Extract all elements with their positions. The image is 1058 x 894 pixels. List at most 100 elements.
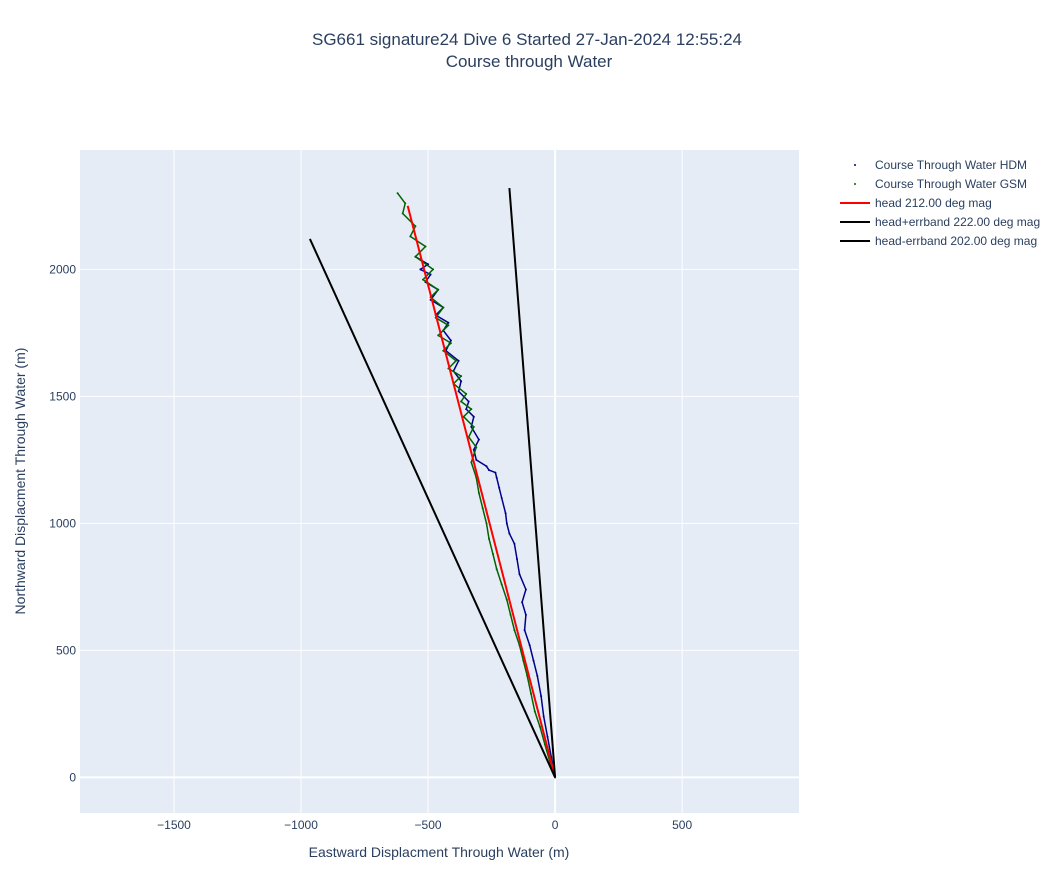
legend-label: Course Through Water GSM bbox=[875, 177, 1027, 191]
series-point bbox=[409, 235, 412, 238]
y-tick-label: 1500 bbox=[49, 389, 76, 403]
series-point bbox=[513, 629, 516, 632]
series-point bbox=[414, 255, 417, 258]
series-point bbox=[491, 552, 494, 555]
y-tick-label: 0 bbox=[69, 770, 76, 784]
series-point bbox=[505, 522, 508, 525]
x-tick-label: −1000 bbox=[284, 818, 318, 832]
series-point bbox=[470, 425, 473, 428]
series-point bbox=[465, 408, 468, 411]
legend[interactable]: Course Through Water HDM Course Through W… bbox=[840, 158, 1040, 248]
legend-item[interactable]: head+errband 222.00 deg mag bbox=[840, 215, 1040, 229]
series-point bbox=[460, 400, 463, 403]
series-point bbox=[472, 425, 475, 428]
series-head-212-00-deg-mag bbox=[406, 205, 557, 778]
series-point bbox=[538, 725, 541, 728]
series-point bbox=[505, 598, 508, 601]
series-point bbox=[528, 644, 531, 647]
tick-labels: −1500 −1000 −500 0 500 0 500 1000 1500 2000 bbox=[49, 262, 692, 832]
series-point bbox=[504, 512, 507, 515]
series-point bbox=[522, 659, 525, 662]
y-tick-label: 500 bbox=[56, 643, 76, 657]
series-point bbox=[470, 408, 473, 411]
series-point bbox=[442, 306, 445, 309]
series-point bbox=[495, 568, 498, 571]
legend-label: head+errband 222.00 deg mag bbox=[875, 215, 1040, 229]
series-point bbox=[524, 613, 527, 616]
legend-label: head 212.00 deg mag bbox=[875, 196, 992, 210]
series-point bbox=[437, 334, 440, 337]
series-point bbox=[465, 392, 468, 395]
series-point bbox=[518, 573, 521, 576]
series-point bbox=[540, 695, 543, 698]
series-point bbox=[477, 491, 480, 494]
x-tick-label: 0 bbox=[552, 818, 559, 832]
series-point bbox=[488, 537, 490, 540]
series-point bbox=[460, 375, 463, 378]
series-point bbox=[542, 715, 545, 718]
series-point bbox=[449, 342, 452, 345]
x-tick-label: −500 bbox=[415, 818, 442, 832]
series-point bbox=[447, 324, 450, 327]
legend-item[interactable]: head-errband 202.00 deg mag bbox=[840, 234, 1037, 248]
series-point bbox=[536, 674, 539, 677]
series-point bbox=[475, 446, 478, 449]
series-line-head-errband-202-00-deg-mag bbox=[508, 188, 557, 778]
series-point bbox=[475, 458, 478, 461]
series-point bbox=[432, 268, 435, 271]
series-point bbox=[419, 268, 422, 271]
series-point bbox=[513, 542, 516, 545]
series-line-head-errband-222-00-deg-mag bbox=[308, 238, 557, 778]
series-point bbox=[495, 476, 498, 479]
series-point bbox=[447, 321, 450, 324]
series-head-errband-202-00-deg-mag bbox=[508, 188, 557, 778]
y-axis-title: Northward Displacment Through Water (m) bbox=[12, 348, 28, 615]
series-point bbox=[500, 497, 503, 499]
series-point bbox=[485, 465, 488, 468]
series-point bbox=[508, 532, 511, 535]
series-point bbox=[460, 380, 463, 383]
series-point bbox=[467, 400, 470, 403]
series-point bbox=[457, 359, 460, 362]
series-point bbox=[477, 438, 480, 441]
x-tick-label: −1500 bbox=[157, 818, 191, 832]
legend-item[interactable]: head 212.00 deg mag bbox=[840, 196, 992, 210]
series-point bbox=[500, 583, 503, 586]
series-point bbox=[521, 601, 524, 604]
legend-item[interactable]: Course Through Water HDM bbox=[854, 158, 1027, 172]
series-point bbox=[429, 273, 432, 276]
x-axis-title: Eastward Displacment Through Water (m) bbox=[309, 844, 570, 860]
zero-lines bbox=[80, 150, 799, 813]
series-point bbox=[523, 629, 526, 632]
series-point bbox=[524, 588, 527, 591]
series-point bbox=[442, 349, 445, 352]
series-point bbox=[481, 507, 484, 510]
series-point bbox=[494, 471, 497, 474]
y-tick-label: 1000 bbox=[49, 516, 76, 530]
series-point bbox=[437, 288, 440, 291]
series-point bbox=[526, 674, 529, 677]
series-point bbox=[422, 278, 424, 281]
series-point bbox=[457, 390, 460, 393]
series-head-errband-222-00-deg-mag bbox=[308, 238, 557, 778]
series-point bbox=[472, 448, 475, 451]
data-series bbox=[308, 188, 557, 779]
series-point bbox=[498, 486, 501, 489]
series-trace-course-through-water-hdm bbox=[415, 256, 556, 778]
y-tick-label: 2000 bbox=[49, 262, 76, 276]
chart-title-line-1: SG661 signature24 Dive 6 Started 27-Jan-… bbox=[312, 30, 742, 49]
series-course-through-water-gsm bbox=[396, 192, 557, 779]
series-point bbox=[414, 225, 417, 228]
legend-label: head-errband 202.00 deg mag bbox=[875, 234, 1037, 248]
series-point bbox=[530, 692, 532, 695]
legend-swatch bbox=[854, 164, 856, 166]
series-point bbox=[449, 339, 452, 342]
x-tick-label: 500 bbox=[672, 818, 692, 832]
series-point bbox=[424, 245, 427, 248]
legend-item[interactable]: Course Through Water GSM bbox=[854, 177, 1027, 191]
series-point bbox=[543, 743, 546, 746]
series-point bbox=[533, 710, 536, 713]
series-point bbox=[488, 469, 490, 472]
series-point bbox=[516, 558, 518, 560]
